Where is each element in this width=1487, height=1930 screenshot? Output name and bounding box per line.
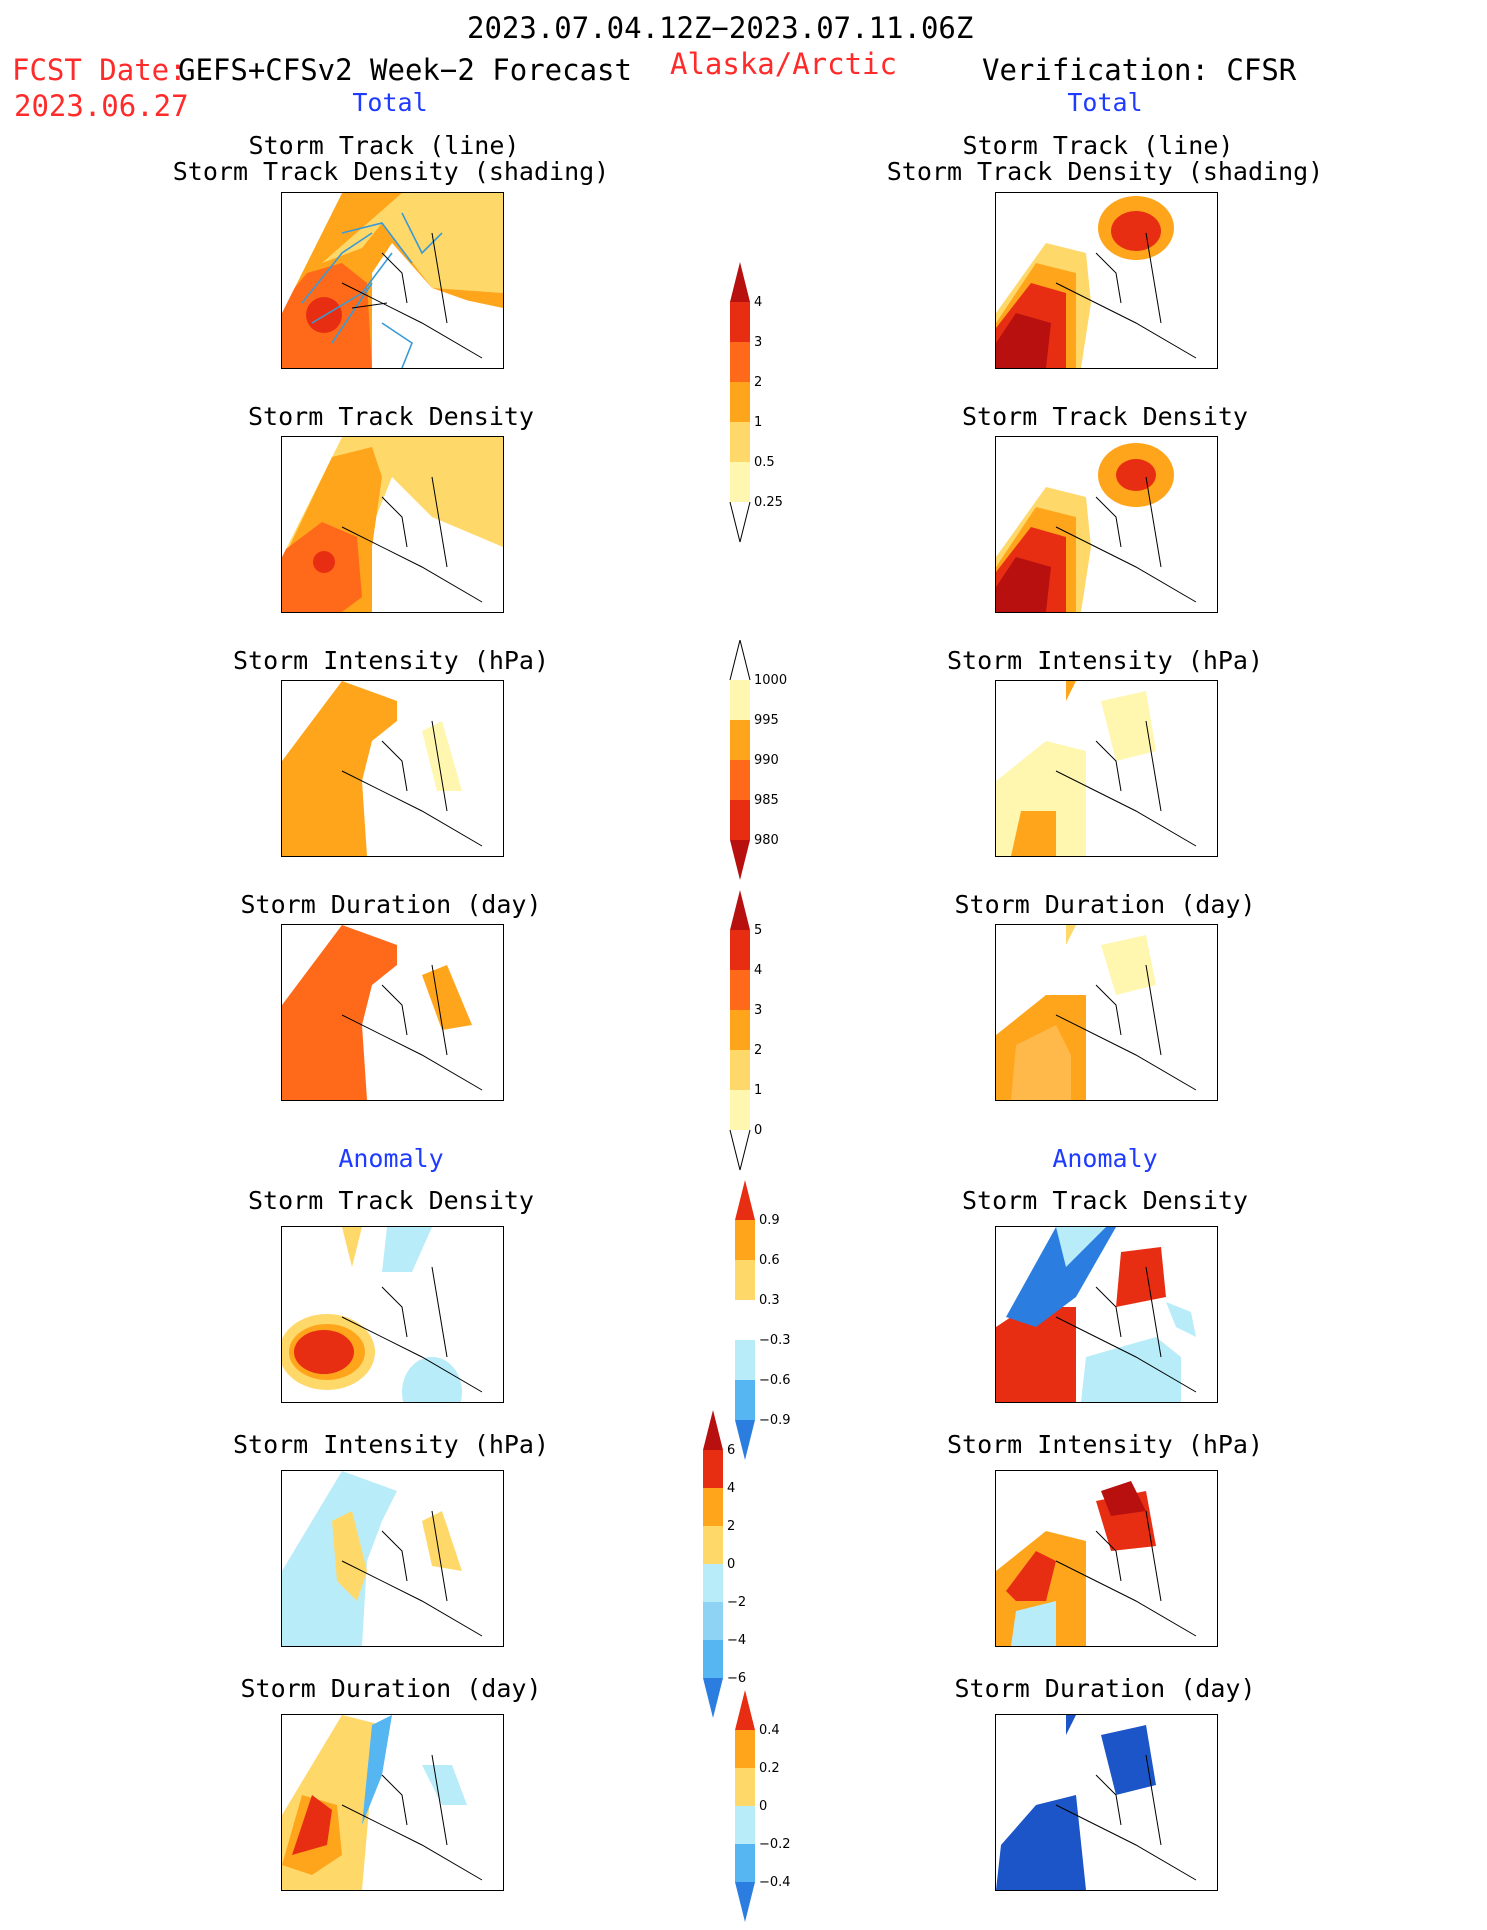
title-anom-intensity-right: Storm Intensity (hPa) [946,1430,1264,1459]
map-anom-intensity-forecast [281,1470,504,1647]
map-total-duration-forecast [281,924,504,1101]
cbar-tick: −2 [727,1595,746,1610]
cbar-tick: 0 [727,1557,735,1572]
map-total-density-cfsr [995,436,1218,613]
section-total-left: Total [352,88,428,117]
title-anom-density-left: Storm Track Density [248,1186,534,1215]
cbar-tick: −0.4 [759,1875,791,1890]
title-anom-density-right: Storm Track Density [962,1186,1248,1215]
cbar-tick: −6 [727,1671,746,1686]
map-anom-density-cfsr [995,1226,1218,1403]
cbar-tick: 4 [727,1481,735,1496]
title-duration-right: Storm Duration (day) [954,890,1256,919]
title-density-left: Storm Track Density [248,402,534,431]
cbar-tick: 4 [754,963,762,978]
fcst-date: 2023.06.27 [14,89,189,123]
cbar-tick: 3 [754,335,762,350]
cbar-tick: −0.3 [759,1333,791,1348]
title-track-line-left: Storm Track (line) [248,131,520,160]
cbar-tick: 0.3 [759,1293,780,1308]
region-label: Alaska/Arctic [670,47,897,81]
map-total-intensity-forecast [281,680,504,857]
cbar-tick: 0.25 [754,495,783,510]
cbar-tick: 2 [754,1043,762,1058]
map-anom-duration-cfsr [995,1714,1218,1891]
cbar-tick: 0.6 [759,1253,780,1268]
title-anom-duration-left: Storm Duration (day) [240,1674,542,1703]
cbar-tick: 3 [754,1003,762,1018]
title-anom-duration-right: Storm Duration (day) [954,1674,1256,1703]
colorbar-total-intensity: 1000 995 990 985 980 [729,640,787,880]
cbar-tick: 0.9 [759,1213,780,1228]
map-total-density-forecast [281,436,504,613]
title-anom-intensity-left: Storm Intensity (hPa) [232,1430,550,1459]
title-track-shading-right: Storm Track Density (shading) [886,157,1324,186]
cbar-tick: −0.6 [759,1373,791,1388]
title-duration-left: Storm Duration (day) [240,890,542,919]
section-anomaly-right: Anomaly [1052,1144,1158,1173]
cbar-tick: 1 [754,1083,762,1098]
verification-label: Verification: CFSR [982,53,1297,87]
cbar-tick: 980 [754,833,779,848]
map-anom-duration-forecast [281,1714,504,1891]
title-intensity-right: Storm Intensity (hPa) [946,646,1264,675]
title-track-line-right: Storm Track (line) [962,131,1234,160]
colorbar-anom-duration: 0.4 0.2 0 −0.2 −0.4 [735,1690,791,1922]
cbar-tick: 2 [754,375,762,390]
cbar-tick: −4 [727,1633,746,1648]
map-anom-density-forecast [281,1226,504,1403]
title-density-right: Storm Track Density [962,402,1248,431]
forecast-period: 2023.07.04.12Z−2023.07.11.06Z [467,11,974,45]
section-anomaly-left: Anomaly [338,1144,444,1173]
cbar-tick: 2 [727,1519,735,1534]
cbar-tick: 0 [759,1799,767,1814]
cbar-tick: 985 [754,793,779,808]
colorbar-anom-density: 0.9 0.6 0.3 −0.3 −0.6 −0.9 [735,1180,791,1460]
map-total-track-forecast [281,192,504,369]
map-total-duration-cfsr [995,924,1218,1101]
map-total-intensity-cfsr [995,680,1218,857]
section-total-right: Total [1067,88,1143,117]
colorbar-total-density: 0.25 0.5 1 2 3 4 [729,262,783,543]
cbar-tick: 995 [754,713,779,728]
title-intensity-left: Storm Intensity (hPa) [232,646,550,675]
colorbar-total-duration: 0 1 2 3 4 5 [729,890,762,1171]
cbar-tick: 0 [754,1123,762,1138]
cbar-tick: 990 [754,753,779,768]
cbar-tick: 1 [754,415,762,430]
fcst-model: GEFS+CFSv2 Week−2 Forecast [178,53,632,87]
cbar-tick: 1000 [754,673,787,688]
cbar-tick: −0.2 [759,1837,791,1852]
cbar-tick: −0.9 [759,1413,791,1428]
fcst-date-label: FCST Date: [12,53,187,87]
cbar-tick: 5 [754,923,762,938]
cbar-tick: 6 [727,1443,735,1458]
cbar-tick: 0.5 [754,455,775,470]
cbar-tick: 0.4 [759,1723,780,1738]
title-track-shading-left: Storm Track Density (shading) [172,157,610,186]
map-total-track-cfsr [995,192,1218,369]
map-anom-intensity-cfsr [995,1470,1218,1647]
cbar-tick: 4 [754,295,762,310]
cbar-tick: 0.2 [759,1761,780,1776]
colorbar-anom-intensity: 6 4 2 0 −2 −4 −6 [703,1410,746,1718]
